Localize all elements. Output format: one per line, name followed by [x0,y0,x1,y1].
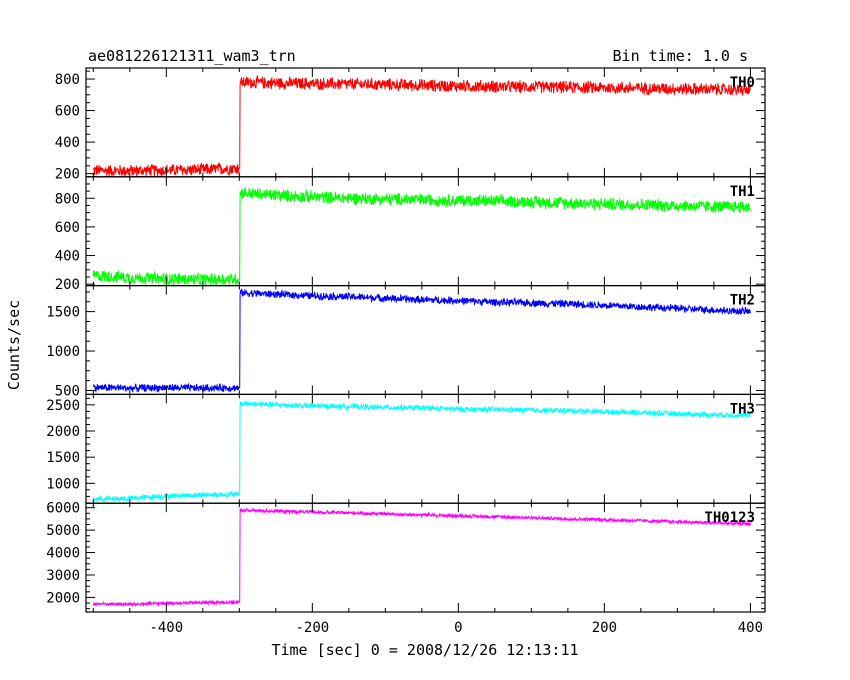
panel-frame-th3 [85,393,766,504]
y-tick-label: 800 [55,191,80,207]
bin-time-label: Bin time: 1.0 s [613,47,748,65]
y-tick-label: 500 [55,383,80,399]
y-tick-label: 6000 [46,501,80,517]
y-tick-label: 800 [55,72,80,88]
panel-label-th0123: TH0123 [704,510,755,526]
x-tick-label: 0 [454,620,462,636]
y-tick-label: 1000 [46,476,80,492]
series-line-th3 [92,400,751,503]
series-line-th1 [92,187,751,287]
y-tick-label: 1000 [46,344,80,360]
x-tick-label: -400 [149,620,183,636]
series-line-th0 [92,75,751,178]
y-tick-label: 400 [55,135,80,151]
x-tick-label: -200 [295,620,329,636]
x-axis-title: Time [sec] 0 = 2008/12/26 12:13:11 [271,641,578,659]
series-line-th0123 [92,507,751,608]
y-tick-label: 600 [55,104,80,120]
chart-title: ae081226121311_wam3_trn [88,47,296,65]
panel-label-th0: TH0 [730,75,755,91]
x-tick-label: 200 [592,620,617,636]
panel-frame-th1 [85,176,766,287]
series-line-th2 [92,288,751,394]
y-tick-label: 2500 [46,398,80,414]
y-tick-label: 1500 [46,305,80,321]
panel-label-th3: TH3 [730,401,755,417]
y-axis-title: Counts/sec [5,300,23,390]
y-tick-label: 200 [55,167,80,183]
plot-area: 200 400 600 800 TH0 200 400 600 800 TH1 500 1000 150… [46,67,766,636]
y-tick-label: 3000 [46,568,80,584]
y-tick-label: 400 [55,249,80,265]
y-tick-label: 2000 [46,590,80,606]
y-tick-label: 600 [55,220,80,236]
panel-label-th1: TH1 [730,184,755,200]
panel-frame-th2 [85,285,766,396]
y-tick-label: 2000 [46,424,80,440]
panel-frame-th0123 [85,502,766,613]
y-tick-label: 5000 [46,523,80,539]
panel-label-th2: TH2 [730,293,755,309]
y-tick-label: 200 [55,277,80,293]
y-tick-label: 4000 [46,546,80,562]
y-tick-label: 1500 [46,450,80,466]
x-tick-label: 400 [738,620,763,636]
